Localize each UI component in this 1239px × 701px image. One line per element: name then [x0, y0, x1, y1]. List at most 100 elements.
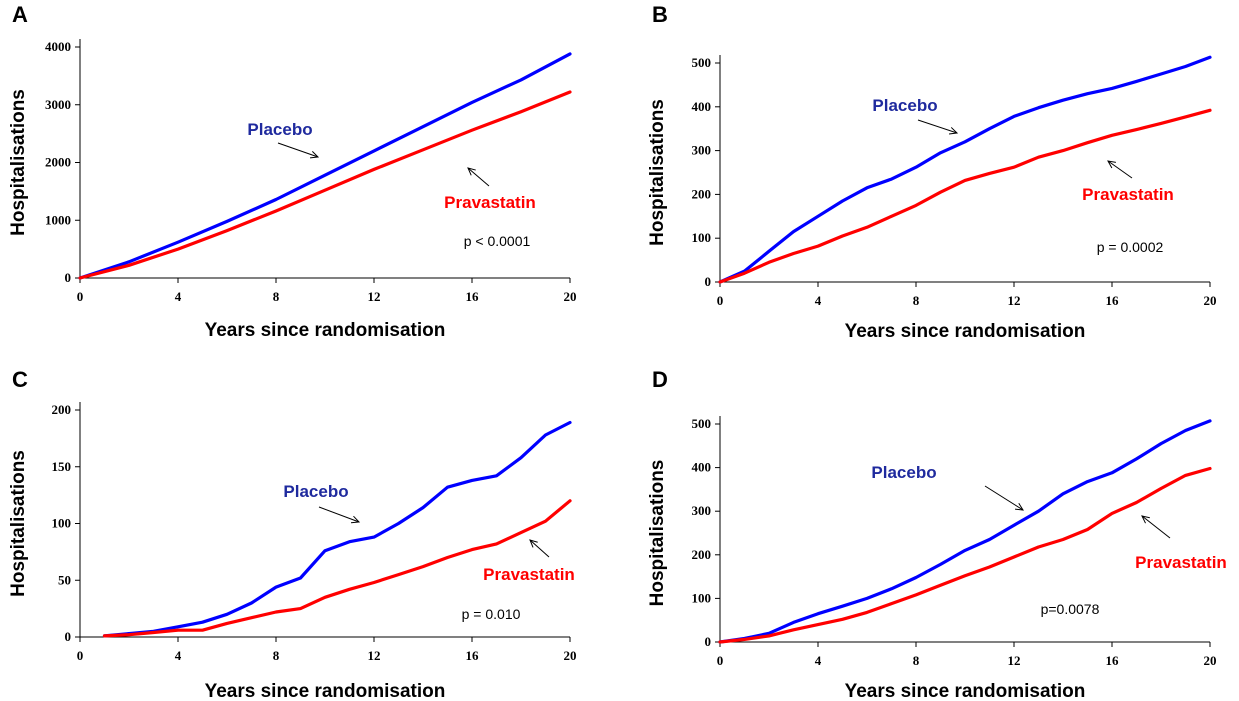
- data-point: [865, 186, 869, 190]
- data-point: [963, 574, 967, 577]
- y-tick-label: 200: [52, 402, 72, 417]
- data-point: [1012, 523, 1016, 527]
- data-point: [767, 250, 771, 253]
- y-axis-label: Hospitalisations: [8, 450, 29, 597]
- data-point: [1159, 487, 1163, 490]
- data-point: [988, 127, 991, 130]
- data-point: [544, 433, 547, 437]
- x-tick-label: 16: [1106, 653, 1120, 668]
- data-point: [470, 128, 474, 132]
- data-point: [767, 632, 771, 635]
- data-point: [816, 623, 820, 626]
- placebo-label: Placebo: [283, 482, 348, 501]
- data-point: [274, 198, 278, 201]
- x-tick-label: 8: [273, 289, 280, 304]
- x-tick-label: 4: [175, 648, 182, 663]
- placebo-arrow: [917, 119, 958, 134]
- data-point: [152, 631, 155, 634]
- data-point: [1184, 115, 1187, 119]
- data-point: [299, 607, 302, 610]
- x-tick-label: 4: [815, 293, 822, 308]
- data-point: [865, 611, 869, 614]
- x-tick-label: 4: [815, 653, 822, 668]
- data-point: [176, 628, 180, 632]
- data-point: [1037, 155, 1040, 159]
- data-point: [1135, 501, 1138, 504]
- data-point: [865, 597, 869, 600]
- data-point: [1012, 555, 1016, 559]
- pravastatin-arrow: [529, 539, 550, 558]
- y-tick-label: 2000: [45, 155, 71, 170]
- data-point: [568, 499, 572, 502]
- data-point: [470, 101, 474, 104]
- x-axis-label: Years since randomisation: [205, 320, 446, 341]
- x-tick-label: 16: [1106, 293, 1120, 308]
- data-point: [841, 234, 844, 238]
- pravastatin-arrow: [1107, 160, 1133, 179]
- data-point: [1159, 122, 1163, 125]
- data-point: [568, 52, 572, 56]
- data-point: [250, 616, 253, 619]
- panel-b: B 0 100 200 300 400 500 0 4 8 12 16 20 Years since ra…: [647, 2, 1217, 342]
- panel-letter: B: [652, 2, 668, 27]
- data-point: [816, 612, 820, 615]
- x-tick-label: 12: [368, 289, 381, 304]
- data-point: [963, 179, 967, 182]
- data-point: [225, 229, 229, 232]
- data-point: [519, 78, 523, 82]
- data-point: [1061, 492, 1065, 495]
- panel-letter: A: [12, 2, 28, 27]
- data-point: [841, 618, 844, 621]
- data-point: [176, 240, 180, 244]
- pravastatin-arrow-head: [1141, 515, 1150, 524]
- data-point: [127, 264, 131, 267]
- data-point: [743, 638, 746, 641]
- y-tick-label: 400: [692, 99, 712, 114]
- data-point: [718, 640, 722, 644]
- y-tick-label: 100: [52, 516, 72, 531]
- data-point: [250, 601, 253, 605]
- panel-letter: D: [652, 367, 668, 392]
- x-axis-label: Years since randomisation: [205, 681, 446, 701]
- x-tick-label: 0: [717, 293, 724, 308]
- placebo-arrow: [984, 485, 1024, 511]
- data-point: [421, 125, 425, 128]
- pravastatin-arrow-head: [1107, 160, 1116, 169]
- data-point: [519, 531, 523, 534]
- x-axis-label: Years since randomisation: [845, 681, 1086, 701]
- data-point: [1135, 80, 1138, 83]
- data-point: [372, 168, 376, 171]
- y-tick-label: 0: [705, 274, 712, 289]
- data-point: [1110, 471, 1114, 475]
- data-point: [1208, 56, 1212, 59]
- data-point: [495, 474, 498, 478]
- y-tick-label: 300: [692, 503, 712, 518]
- data-point: [890, 587, 893, 591]
- data-point: [397, 573, 400, 576]
- data-point: [1208, 467, 1212, 470]
- data-point: [1159, 442, 1163, 445]
- x-tick-label: 20: [564, 648, 577, 663]
- data-point: [792, 621, 795, 624]
- data-point: [299, 576, 302, 580]
- series-pravastatin: [102, 499, 572, 638]
- data-point: [914, 593, 918, 597]
- data-point: [372, 581, 376, 584]
- panel-a: A 0 1000 2000 3000 4000 0 4 8 12 16 20 Years since r…: [8, 2, 577, 341]
- data-point: [225, 220, 229, 223]
- data-point: [792, 230, 795, 233]
- data-point: [274, 585, 278, 589]
- x-tick-label: 0: [717, 653, 724, 668]
- placebo-arrow-head: [350, 515, 361, 524]
- data-point: [939, 151, 942, 154]
- data-point: [225, 613, 229, 616]
- data-point: [939, 563, 942, 566]
- data-point: [274, 610, 278, 614]
- data-point: [914, 576, 918, 579]
- data-point: [988, 172, 991, 175]
- data-point: [890, 602, 893, 605]
- placebo-arrow-head: [1014, 502, 1024, 511]
- pravastatin-arrow: [1141, 515, 1171, 539]
- data-point: [890, 215, 893, 218]
- placebo-arrow-head: [309, 150, 320, 159]
